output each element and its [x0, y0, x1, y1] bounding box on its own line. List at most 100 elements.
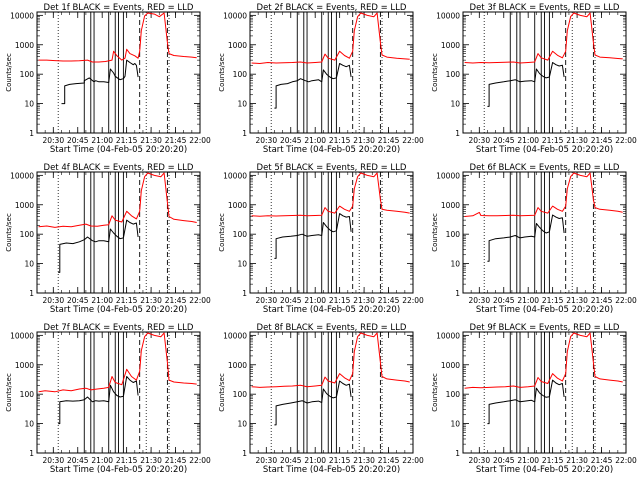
- x-tick-label: 21:45: [378, 136, 400, 145]
- x-tick-label: 21:00: [517, 136, 539, 145]
- panel-title: Det 1f BLACK = Events, RED = LLD: [44, 3, 194, 13]
- x-tick-label: 20:45: [67, 296, 89, 305]
- lld-series-line: [464, 172, 623, 217]
- x-tick-label: 21:00: [304, 296, 326, 305]
- panel-title: Det 2f BLACK = Events, RED = LLD: [257, 3, 407, 13]
- y-tick-label: 10000: [10, 171, 34, 180]
- y-tick-label: 10000: [223, 331, 247, 340]
- y-tick-label: 1: [29, 129, 34, 138]
- x-tick-label: 20:30: [468, 456, 490, 465]
- y-tick-label: 10: [450, 260, 460, 269]
- y-axis-label: Counts/sec: [431, 213, 439, 252]
- y-tick-label: 1000: [228, 201, 247, 210]
- x-axis-label: Start Time (04-Feb-05 20:20:20): [263, 305, 400, 315]
- x-tick-label: 21:30: [566, 136, 588, 145]
- lld-series-line: [464, 12, 623, 64]
- y-tick-label: 1: [455, 449, 460, 458]
- x-tick-label: 21:45: [378, 296, 400, 305]
- y-tick-label: 10000: [223, 11, 247, 20]
- x-tick-label: 20:30: [42, 136, 64, 145]
- x-tick-label: 21:30: [353, 136, 375, 145]
- detector-panel-6: Det 6f BLACK = Events, RED = LLD Counts/s…: [431, 163, 637, 315]
- y-tick-label: 1000: [441, 41, 460, 50]
- x-tick-label: 21:00: [304, 456, 326, 465]
- x-tick-label: 21:15: [116, 296, 138, 305]
- x-tick-label: 21:45: [591, 136, 613, 145]
- y-tick-label: 100: [20, 230, 35, 239]
- y-axis-label: Counts/sec: [5, 53, 13, 92]
- detector-panel-4: Det 4f BLACK = Events, RED = LLD Counts/s…: [5, 163, 211, 315]
- y-tick-label: 100: [446, 230, 461, 239]
- x-axis-label: Start Time (04-Feb-05 20:20:20): [476, 145, 613, 155]
- x-axis-label: Start Time (04-Feb-05 20:20:20): [263, 145, 400, 155]
- x-tick-label: 22:00: [615, 456, 637, 465]
- lld-series-line: [251, 172, 410, 217]
- x-tick-label: 21:15: [542, 456, 564, 465]
- x-tick-label: 21:00: [517, 456, 539, 465]
- panel-title: Det 3f BLACK = Events, RED = LLD: [470, 3, 620, 13]
- events-series-line: [274, 63, 352, 109]
- detector-panel-8: Det 8f BLACK = Events, RED = LLD Counts/s…: [218, 323, 424, 475]
- x-tick-label: 20:45: [280, 296, 302, 305]
- y-tick-label: 10: [237, 260, 247, 269]
- x-tick-label: 20:45: [493, 136, 515, 145]
- events-series-line: [487, 379, 565, 425]
- x-tick-label: 21:00: [91, 456, 113, 465]
- y-tick-label: 10: [24, 420, 34, 429]
- x-tick-label: 20:30: [255, 296, 277, 305]
- x-tick-label: 20:45: [280, 456, 302, 465]
- y-axis-label: Counts/sec: [431, 53, 439, 92]
- x-tick-label: 22:00: [402, 456, 424, 465]
- x-tick-label: 20:30: [255, 456, 277, 465]
- x-tick-label: 21:30: [566, 456, 588, 465]
- x-tick-label: 20:45: [67, 136, 89, 145]
- y-tick-label: 100: [446, 390, 461, 399]
- y-tick-label: 100: [233, 230, 248, 239]
- x-tick-label: 20:45: [67, 456, 89, 465]
- y-tick-label: 100: [20, 390, 35, 399]
- detector-panel-3: Det 3f BLACK = Events, RED = LLD Counts/s…: [431, 3, 637, 155]
- plot-frame: [462, 11, 627, 134]
- y-tick-label: 10: [24, 100, 34, 109]
- y-tick-label: 1: [29, 449, 34, 458]
- events-series-line: [487, 62, 565, 107]
- events-series-line: [61, 59, 139, 105]
- plot-frame: [249, 171, 414, 294]
- x-tick-label: 21:30: [353, 456, 375, 465]
- lld-series-line: [251, 332, 410, 388]
- x-tick-label: 21:30: [353, 296, 375, 305]
- panel-title: Det 8f BLACK = Events, RED = LLD: [257, 323, 407, 333]
- x-tick-label: 21:00: [517, 296, 539, 305]
- x-tick-label: 20:45: [280, 136, 302, 145]
- x-tick-label: 22:00: [615, 296, 637, 305]
- y-tick-label: 1000: [441, 201, 460, 210]
- x-axis-label: Start Time (04-Feb-05 20:20:20): [476, 305, 613, 315]
- x-tick-label: 20:30: [468, 296, 490, 305]
- y-tick-label: 10: [237, 420, 247, 429]
- y-tick-label: 100: [233, 70, 248, 79]
- x-axis-label: Start Time (04-Feb-05 20:20:20): [476, 465, 613, 475]
- panel-title: Det 6f BLACK = Events, RED = LLD: [470, 163, 620, 173]
- plot-frame: [249, 331, 414, 454]
- y-tick-label: 10: [24, 260, 34, 269]
- detector-panel-9: Det 9f BLACK = Events, RED = LLD Counts/s…: [431, 323, 637, 475]
- plot-frame: [249, 11, 414, 134]
- x-tick-label: 22:00: [189, 296, 211, 305]
- x-tick-label: 21:15: [542, 136, 564, 145]
- x-tick-label: 22:00: [189, 456, 211, 465]
- y-tick-label: 1000: [228, 41, 247, 50]
- x-axis-label: Start Time (04-Feb-05 20:20:20): [50, 465, 187, 475]
- panel-title: Det 5f BLACK = Events, RED = LLD: [257, 163, 407, 173]
- x-tick-label: 21:00: [91, 296, 113, 305]
- y-tick-label: 1: [242, 289, 247, 298]
- y-tick-label: 1: [242, 129, 247, 138]
- y-tick-label: 10000: [223, 171, 247, 180]
- x-tick-label: 21:15: [542, 296, 564, 305]
- detector-panel-2: Det 2f BLACK = Events, RED = LLD Counts/s…: [218, 3, 424, 155]
- x-tick-label: 21:45: [165, 136, 187, 145]
- y-tick-label: 10: [450, 420, 460, 429]
- events-series-line: [58, 219, 139, 273]
- x-tick-label: 21:45: [165, 456, 187, 465]
- y-axis-label: Counts/sec: [431, 373, 439, 412]
- y-axis-label: Counts/sec: [218, 213, 226, 252]
